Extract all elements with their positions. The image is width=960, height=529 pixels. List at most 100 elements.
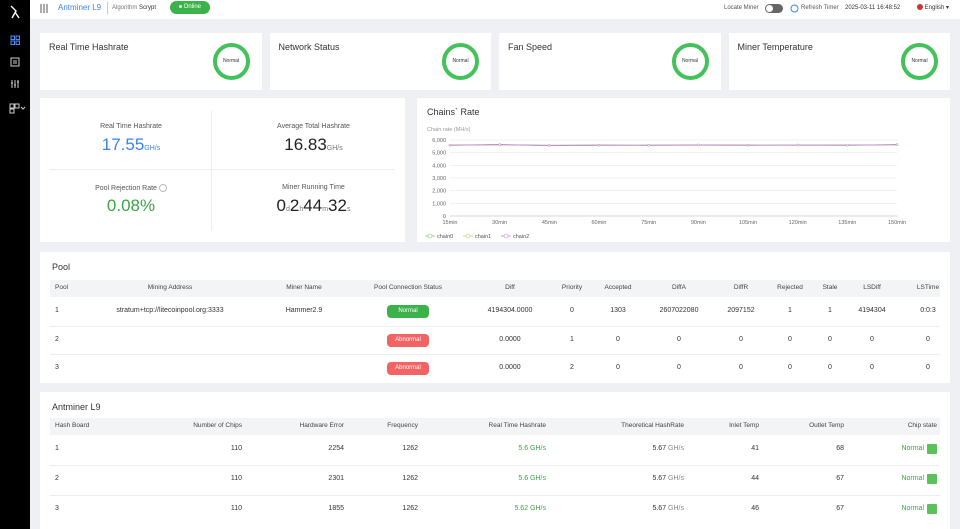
- table-cell: 1303: [610, 307, 626, 314]
- point: [746, 143, 750, 147]
- stat-value: 0.08%: [106, 196, 156, 215]
- hashrate-cell: 5.67 GH/s: [484, 474, 684, 484]
- stat-value: 16.83GH/s: [222, 135, 405, 155]
- hashrate-unit: GH/s: [530, 445, 546, 452]
- info-icon[interactable]: [158, 184, 167, 192]
- status-ring: Normal: [442, 43, 479, 80]
- table-cell: 2: [55, 336, 59, 343]
- settings-icon[interactable]: [11, 80, 19, 88]
- flag: [917, 4, 923, 11]
- stat-label: Miner Running Time: [282, 184, 345, 191]
- table-cell: 1262: [402, 505, 418, 512]
- hashrate-unit: GH/s: [668, 445, 684, 452]
- table-cell: 0: [570, 307, 574, 314]
- point: [448, 143, 452, 147]
- time-value: 2: [289, 196, 300, 215]
- table-cell: 3: [55, 505, 59, 512]
- config-icon[interactable]: [10, 57, 20, 67]
- x-tick-label: 105min: [739, 220, 757, 226]
- number: 16.83: [284, 135, 327, 154]
- logo: [10, 5, 20, 19]
- point: [846, 143, 849, 147]
- table-cell: 2: [570, 364, 574, 371]
- table-header: [50, 418, 940, 435]
- chip-state: Normal: [901, 475, 924, 482]
- table-cell: 1: [828, 307, 832, 314]
- status-ring: Normal: [212, 43, 250, 80]
- divider: [211, 110, 212, 230]
- chip-indicator: [927, 504, 937, 514]
- chip-state: Normal: [901, 445, 924, 452]
- sidebar: [0, 0, 30, 529]
- legend-label: chain1: [475, 234, 491, 240]
- column-header: Hash Board: [55, 422, 90, 429]
- row-divider: [50, 465, 940, 466]
- table-cell: 4194304: [858, 307, 886, 314]
- table-cell: 0: [926, 364, 930, 371]
- time-unit: m: [322, 206, 329, 213]
- x-tick-label: 150min: [888, 220, 906, 226]
- column-header: Hardware Error: [299, 422, 344, 429]
- table-cell: stratum+tcp://litecoinpool.org:3333: [116, 307, 224, 314]
- status-text: Online: [183, 4, 201, 10]
- device-name: Antminer L9: [58, 3, 102, 12]
- top-bar: Antminer L9 Algorithm Scrypt Online Loca…: [30, 0, 960, 19]
- table-cell: 0: [828, 336, 832, 343]
- point: [647, 144, 650, 147]
- card-title: Fan Speed: [508, 42, 553, 52]
- unit: GH/s: [326, 145, 343, 152]
- pool-panel: Pool Pool Mining Address Miner Name Pool Con…: [40, 252, 950, 383]
- connection-status: Abnormal: [387, 333, 429, 347]
- column-header: Chip state: [907, 422, 937, 429]
- locate-toggle[interactable]: [765, 4, 783, 13]
- hashrate-cell: 5.67 GH/s: [484, 504, 684, 514]
- point: [697, 143, 700, 147]
- hashrate-value: 5.6: [518, 475, 529, 482]
- card-title: Miner Temperature: [737, 42, 813, 52]
- running-time: 0d2h44m32s: [222, 196, 405, 216]
- column-header: Priority: [561, 284, 583, 291]
- language-select[interactable]: English ▾: [917, 4, 949, 11]
- table-cell: 0: [616, 364, 620, 371]
- legend-marker: [503, 233, 509, 239]
- table-header: [50, 280, 940, 297]
- chip-indicator: [927, 444, 937, 454]
- hashrate-value: 5.67: [652, 505, 667, 512]
- time-unit: s: [346, 206, 351, 213]
- status-card: Real Time Hashrate Normal: [40, 33, 262, 90]
- connection-status: Abnormal: [387, 361, 429, 375]
- column-header: Pool: [55, 284, 69, 291]
- table-cell: 1: [788, 307, 792, 314]
- legend-marker: [427, 233, 433, 239]
- x-tick-label: 120min: [789, 220, 807, 226]
- legend-marker: [465, 233, 471, 239]
- dashboard-icon[interactable]: [10, 35, 20, 45]
- point: [895, 143, 899, 147]
- table-cell: 110: [230, 505, 242, 512]
- table-cell: 0: [870, 364, 874, 371]
- sidebar-icons: [9, 5, 26, 114]
- hashrate-unit: GH/s: [668, 505, 684, 512]
- refresh-label: Refresh Timer: [801, 5, 839, 11]
- table-cell: 0: [739, 364, 743, 371]
- hashrate-unit: GH/s: [530, 475, 546, 482]
- table-cell: 0: [926, 336, 930, 343]
- table-cell: 0: [677, 336, 681, 343]
- y-tick-label: 4,000: [432, 163, 446, 169]
- menu-icon[interactable]: [39, 3, 49, 15]
- status-ring: Normal: [671, 43, 709, 80]
- column-header: Number of Chips: [193, 422, 242, 429]
- table-cell: 0.0000: [499, 336, 521, 343]
- stat-value: 17.55GH/s: [40, 135, 222, 155]
- time-value: 32: [328, 196, 347, 215]
- x-tick-label: 135min: [838, 220, 856, 226]
- unit: GH/s: [144, 145, 161, 152]
- table-cell: 2301: [328, 475, 344, 482]
- y-tick-label: 2,000: [432, 189, 446, 195]
- row-divider: [50, 354, 940, 355]
- time-unit: d: [286, 206, 290, 213]
- table-cell: 1: [55, 445, 59, 452]
- column-header: Outlet Temp: [809, 422, 844, 429]
- system-icon[interactable]: [9, 103, 26, 114]
